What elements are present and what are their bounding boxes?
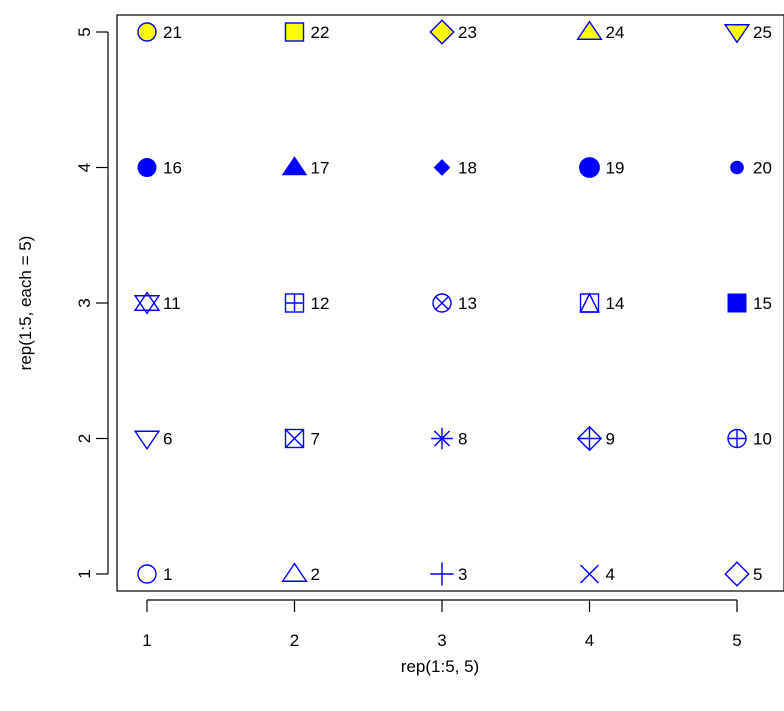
point-symbol-pch-6 — [133, 430, 161, 451]
data-point: 17 — [281, 156, 330, 178]
point-symbol-pch-10 — [727, 428, 747, 449]
data-point: 13 — [432, 293, 477, 313]
y-tick-label: 4 — [75, 163, 94, 172]
x-tick-label: 2 — [290, 631, 299, 650]
data-point: 15 — [727, 293, 772, 313]
point-symbol-pch-5 — [724, 561, 750, 587]
data-point: 10 — [727, 428, 772, 449]
data-point: 18 — [433, 159, 477, 178]
point-symbol-pch-15 — [727, 293, 747, 313]
point-label: 13 — [458, 294, 477, 313]
point-label: 1 — [163, 565, 172, 584]
data-point: 16 — [137, 158, 182, 178]
x-tick-label: 5 — [732, 631, 741, 650]
x-axis: 1 2 3 4 5 — [142, 599, 742, 650]
point-symbol-pch-7 — [284, 428, 305, 449]
point-symbol-pch-18 — [433, 159, 451, 176]
point-label: 5 — [753, 565, 762, 584]
x-tick-label: 4 — [585, 631, 594, 650]
point-label: 11 — [163, 294, 181, 313]
data-point: 12 — [284, 293, 330, 313]
data-point: 14 — [579, 292, 625, 313]
data-point: 6 — [133, 430, 172, 451]
point-symbol-pch-11 — [133, 291, 161, 315]
point-label: 12 — [311, 294, 330, 313]
x-tick-label: 1 — [142, 631, 151, 650]
point-label: 14 — [606, 294, 625, 313]
data-point: 1 — [137, 564, 172, 584]
data-point: 25 — [723, 23, 772, 44]
point-label: 22 — [311, 23, 330, 42]
data-point: 11 — [133, 291, 181, 315]
point-label: 9 — [606, 430, 615, 449]
point-label: 19 — [606, 159, 625, 178]
point-symbol-pch-12 — [284, 293, 305, 313]
point-symbol-pch-22 — [284, 22, 305, 42]
point-symbol-pch-9 — [576, 425, 603, 452]
plot-frame — [116, 14, 784, 592]
point-symbol-pch-14 — [579, 292, 600, 313]
data-point: 24 — [576, 20, 625, 42]
point-symbol-pch-20 — [730, 160, 744, 175]
point-symbol-pch-1 — [137, 564, 157, 584]
point-label: 16 — [163, 159, 182, 178]
y-tick-label: 5 — [75, 27, 94, 36]
data-point: 4 — [580, 564, 615, 584]
data-point: 3 — [430, 562, 467, 586]
point-label: 6 — [163, 430, 172, 449]
x-axis-label: rep(1:5, 5) — [401, 657, 479, 676]
x-tick-label: 3 — [437, 631, 446, 650]
point-label: 25 — [753, 23, 772, 42]
point-symbol-pch-25 — [723, 24, 751, 44]
point-label: 2 — [311, 565, 320, 584]
point-symbol-pch-2 — [281, 562, 308, 582]
data-point: 19 — [579, 157, 625, 178]
data-point: 22 — [284, 22, 330, 42]
point-symbol-pch-21 — [137, 22, 157, 42]
point-label: 7 — [311, 430, 320, 449]
data-point: 2 — [281, 562, 320, 584]
y-axis-label: rep(1:5, each = 5) — [16, 236, 35, 371]
point-symbol-pch-17 — [281, 156, 308, 176]
point-symbol-pch-16 — [137, 158, 157, 177]
data-point: 21 — [137, 22, 182, 42]
data-point: 7 — [284, 428, 320, 449]
point-label: 4 — [606, 565, 615, 584]
point-symbol-pch-23 — [429, 19, 455, 45]
point-symbol-pch-4 — [580, 564, 599, 584]
point-label: 17 — [311, 159, 330, 178]
point-label: 24 — [606, 23, 625, 42]
point-symbol-pch-8 — [431, 427, 453, 450]
data-point: 8 — [431, 427, 467, 450]
y-axis: 1 2 3 4 5 — [75, 27, 109, 579]
point-symbol-pch-19 — [579, 157, 600, 178]
y-tick-label: 3 — [75, 298, 94, 307]
point-label: 15 — [753, 294, 772, 313]
point-symbol-pch-3 — [430, 562, 454, 586]
point-symbol-pch-13 — [432, 293, 452, 313]
y-tick-label: 1 — [75, 569, 94, 578]
point-label: 23 — [458, 23, 477, 42]
point-label: 18 — [458, 159, 477, 178]
data-point: 5 — [724, 561, 762, 587]
point-label: 20 — [753, 159, 772, 178]
point-label: 3 — [458, 565, 467, 584]
data-point: 9 — [576, 425, 615, 452]
data-point: 20 — [730, 159, 772, 178]
point-symbol-pch-24 — [576, 20, 603, 40]
y-tick-label: 2 — [75, 434, 94, 443]
point-label: 21 — [163, 23, 182, 42]
data-point: 23 — [429, 19, 477, 45]
point-label: 8 — [458, 430, 467, 449]
point-label: 10 — [753, 430, 772, 449]
